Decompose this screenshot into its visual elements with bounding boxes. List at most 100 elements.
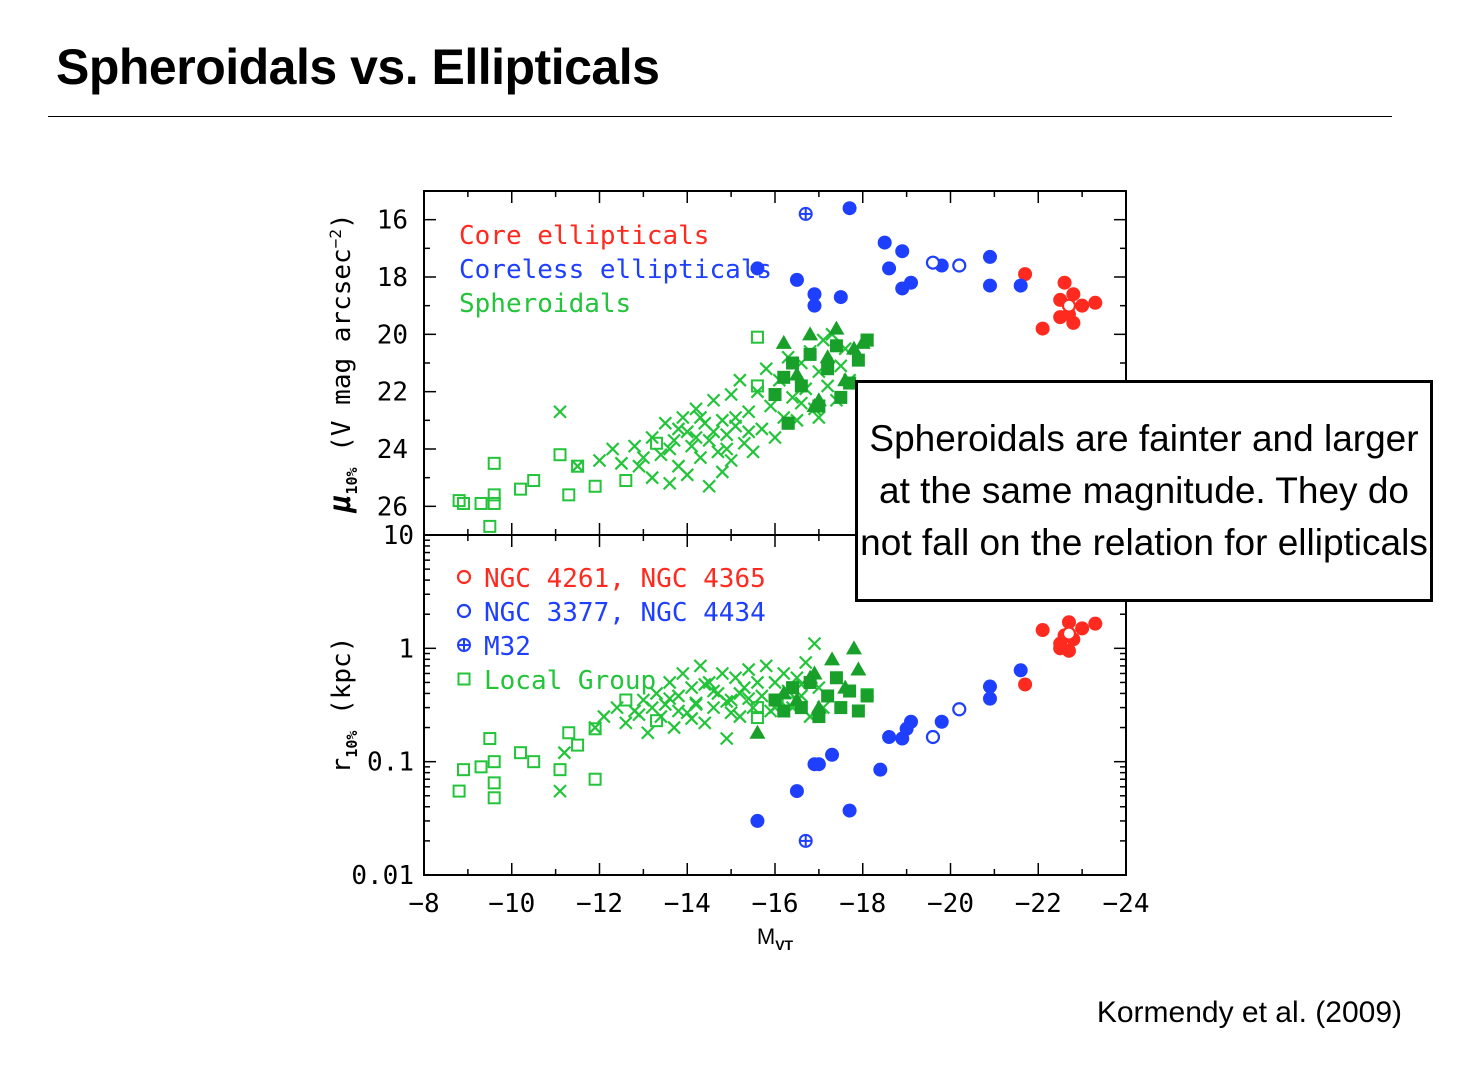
data-point-b	[619, 716, 633, 730]
data-point	[759, 361, 774, 376]
data-point-b	[724, 706, 738, 720]
series-local-group	[452, 330, 874, 533]
data-point	[487, 755, 501, 769]
data-point-b	[706, 425, 721, 439]
data-point	[768, 430, 782, 445]
legend-marker	[457, 638, 471, 652]
x-tick-label: −10	[488, 889, 535, 919]
legend-item: NGC 3377, NGC 4434	[484, 598, 766, 628]
data-point	[671, 704, 686, 718]
data-point-b	[636, 693, 651, 707]
data-point	[698, 716, 712, 730]
data-point	[821, 689, 835, 703]
data-point-b	[553, 784, 567, 798]
y-tick-label: 20	[377, 320, 408, 350]
data-point-b	[702, 433, 716, 448]
data-point	[750, 384, 765, 399]
data-point-b	[816, 333, 831, 347]
data-point	[452, 494, 466, 508]
data-point	[794, 396, 809, 410]
data-point	[662, 442, 677, 456]
data-point	[719, 694, 734, 709]
data-point-b	[755, 689, 769, 703]
data-point-b	[733, 686, 747, 701]
data-point-b	[632, 707, 646, 722]
data-point	[819, 349, 836, 364]
legend-item: M32	[484, 632, 531, 662]
data-point	[837, 372, 854, 387]
data-point-b	[728, 670, 743, 685]
data-point	[828, 320, 845, 335]
data-point	[570, 459, 585, 473]
data-point	[632, 707, 646, 722]
data-point	[788, 692, 805, 707]
data-point	[649, 686, 664, 701]
data-point	[798, 655, 813, 670]
data-point	[676, 410, 690, 425]
data-point-b	[728, 410, 743, 425]
data-point	[553, 448, 567, 462]
data-point	[706, 700, 721, 715]
data-point	[728, 410, 743, 425]
data-point	[689, 430, 703, 445]
data-point	[789, 272, 804, 287]
data-point-b	[711, 686, 725, 701]
data-point	[514, 482, 528, 496]
data-point	[1066, 315, 1081, 330]
data-point	[834, 359, 848, 373]
data-point	[741, 404, 756, 419]
data-point	[588, 479, 602, 493]
data-point	[456, 496, 470, 510]
data-point	[619, 474, 633, 488]
y-tick-label: 26	[377, 492, 408, 522]
data-point-b	[706, 393, 721, 408]
legend-item: Local Group	[484, 666, 656, 696]
data-point	[658, 416, 673, 430]
data-point	[785, 390, 800, 405]
data-point	[557, 745, 572, 760]
legend-marker	[456, 603, 472, 619]
data-point-b	[733, 709, 747, 724]
data-point	[724, 693, 738, 707]
y-label-subscript: 10%	[343, 467, 361, 494]
series-coreless-ellipticals-ngc-3377-ngc-4434-	[925, 255, 967, 273]
data-point-b	[724, 453, 738, 468]
data-point	[816, 333, 831, 347]
series-core-ellipticals	[1018, 267, 1103, 336]
data-point-b	[711, 445, 725, 459]
data-point	[571, 459, 585, 473]
data-point	[715, 666, 730, 681]
data-point	[842, 803, 857, 818]
data-point	[904, 275, 919, 290]
data-point-b	[693, 659, 708, 673]
data-point	[882, 730, 897, 745]
data-point	[698, 677, 712, 692]
data-point	[1018, 267, 1033, 282]
data-point	[684, 711, 699, 726]
series-m32	[798, 206, 813, 221]
data-point-b	[715, 666, 730, 681]
y-tick-label: 24	[377, 435, 408, 465]
legend-marker	[456, 569, 472, 585]
data-point	[834, 701, 848, 715]
data-point-b	[715, 465, 730, 479]
data-point	[982, 249, 997, 264]
data-point	[798, 833, 813, 848]
data-point	[807, 287, 822, 302]
series-spheroidals-filled-triangle-	[749, 640, 867, 739]
data-point-b	[706, 684, 721, 698]
data-point-b	[676, 666, 690, 681]
data-point	[645, 430, 659, 445]
data-point	[645, 700, 659, 715]
data-point	[662, 675, 677, 690]
data-point	[833, 290, 848, 305]
series-core-ellipticals	[1018, 615, 1103, 692]
data-point-b	[671, 689, 686, 703]
y-axis-label-bottom: r10% (kpc)	[327, 637, 361, 774]
data-point	[806, 665, 823, 680]
data-point	[619, 693, 633, 707]
data-point-b	[768, 430, 782, 445]
y-axis-label-top: μ10% (V mag arcsec−2)	[323, 213, 361, 513]
data-point	[810, 699, 827, 714]
